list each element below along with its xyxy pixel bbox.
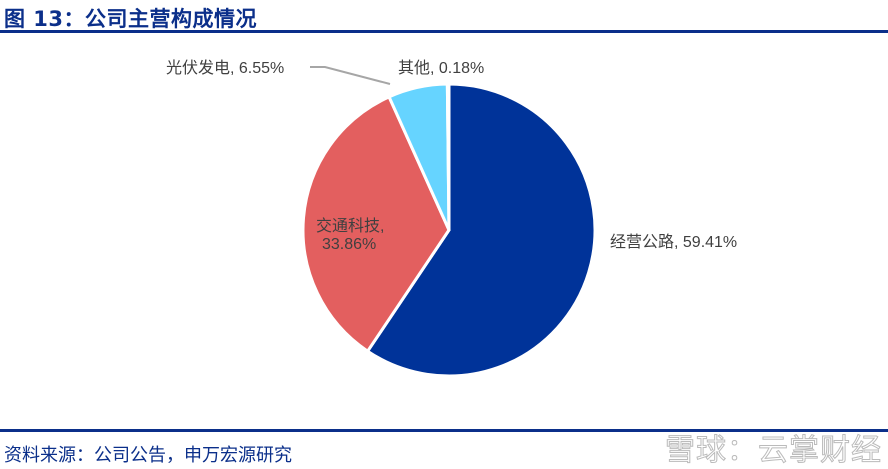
label-tech-2: 33.86% bbox=[322, 236, 377, 253]
source-note: 资料来源：公司公告，申万宏源研究 bbox=[4, 445, 292, 466]
footer-divider bbox=[0, 429, 888, 432]
label-other: 其他, 0.18% bbox=[398, 60, 485, 77]
pie-slice-3 bbox=[445, 82, 451, 231]
label-solar: 光伏发电, 6.55% bbox=[166, 60, 285, 77]
pie-slice-0 bbox=[365, 82, 597, 378]
pie-slice-1 bbox=[301, 94, 451, 354]
label-tech-1: 交通科技, bbox=[316, 218, 385, 235]
title-divider bbox=[0, 30, 888, 33]
solar-leader-line bbox=[310, 66, 391, 85]
figure-title: 图 13：公司主营构成情况 bbox=[4, 7, 258, 31]
watermark: 雪球：云掌财经 bbox=[665, 433, 882, 469]
label-highway: 经营公路, 59.41% bbox=[610, 234, 738, 251]
